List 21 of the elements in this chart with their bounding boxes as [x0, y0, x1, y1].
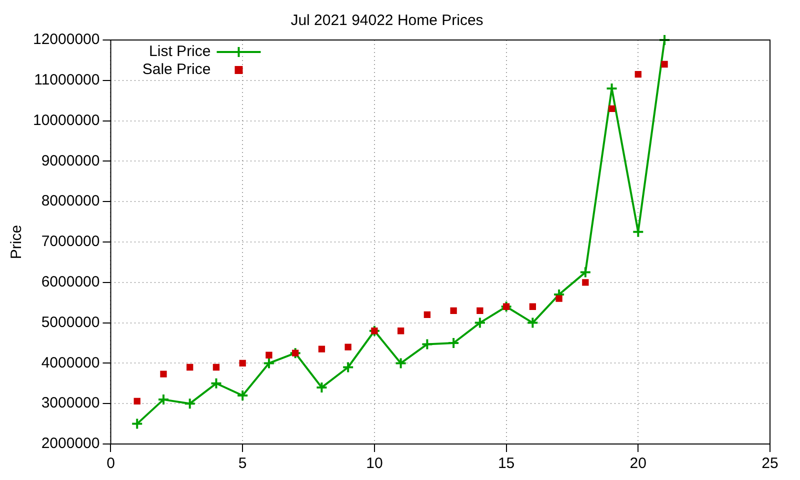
x-tick-label: 5: [238, 455, 247, 472]
x-tick-label: 0: [106, 455, 115, 472]
y-tick-label: 10000000: [32, 112, 100, 129]
x-tick-label: 20: [630, 455, 646, 472]
y-tick-label: 5000000: [41, 314, 100, 331]
legend-label: List Price: [149, 43, 211, 60]
x-tick-label: 15: [498, 455, 515, 472]
y-tick-label: 11000000: [34, 72, 100, 89]
chart-title: Jul 2021 94022 Home Prices: [290, 12, 484, 30]
x-tick-label: 25: [762, 455, 778, 472]
y-tick-label: 7000000: [41, 233, 100, 250]
y-tick-label: 8000000: [41, 192, 100, 210]
y-tick-label: 3000000: [41, 394, 100, 412]
y-tick-label: 2000000: [41, 435, 100, 452]
legend-label: Sale Price: [142, 61, 211, 78]
y-axis-title: Price: [8, 224, 26, 260]
y-tick-label: 4000000: [41, 354, 100, 372]
y-tick-label: 9000000: [41, 152, 100, 170]
y-tick-label: 12000000: [32, 31, 100, 48]
y-tick-label: 6000000: [41, 274, 100, 291]
x-tick-label: 10: [366, 455, 383, 472]
